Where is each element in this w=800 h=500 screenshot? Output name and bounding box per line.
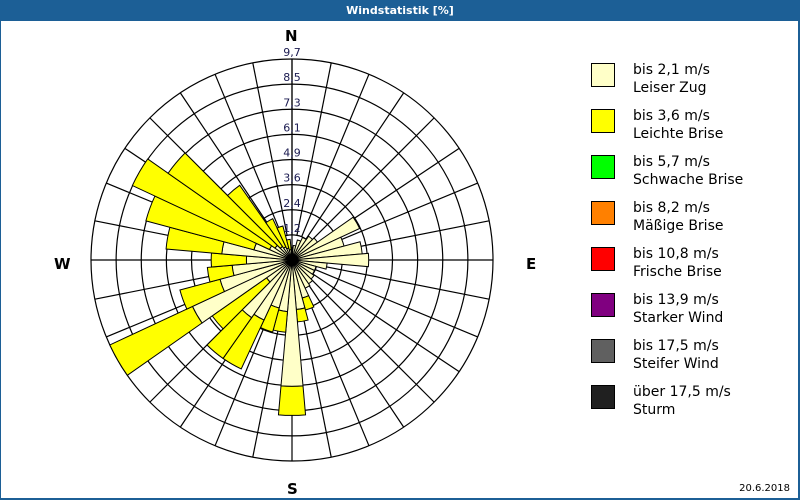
compass-west-label: W bbox=[54, 255, 71, 273]
svg-text:7,3: 7,3 bbox=[283, 96, 301, 109]
legend-name: Starker Wind bbox=[633, 310, 724, 326]
legend-name: Mäßige Brise bbox=[633, 218, 724, 234]
chart-panel: 1,2 2,4 3,6 4,9 6,1 7,3 8,5 9,7 N E S W bis 2,1… bbox=[1, 21, 798, 498]
svg-text:1,2: 1,2 bbox=[283, 222, 301, 235]
legend-name: Schwache Brise bbox=[633, 172, 744, 188]
legend-name: Leiser Zug bbox=[633, 80, 707, 96]
legend-range: bis 17,5 m/s bbox=[633, 338, 719, 354]
legend-name: Sturm bbox=[633, 402, 676, 418]
legend-swatch bbox=[591, 109, 615, 133]
legend-range: bis 5,7 m/s bbox=[633, 154, 710, 170]
legend-range: über 17,5 m/s bbox=[633, 384, 731, 400]
legend-range: bis 2,1 m/s bbox=[633, 62, 710, 78]
legend-name: Frische Brise bbox=[633, 264, 722, 280]
wind-rose-chart: 1,2 2,4 3,6 4,9 6,1 7,3 8,5 9,7 bbox=[90, 46, 494, 462]
legend-swatch bbox=[591, 247, 615, 271]
legend-swatch bbox=[591, 155, 615, 179]
legend-swatch bbox=[591, 293, 615, 317]
date-label: 20.6.2018 bbox=[739, 483, 790, 494]
legend-name: Leichte Brise bbox=[633, 126, 724, 142]
legend-swatch bbox=[591, 339, 615, 363]
legend-swatch bbox=[591, 63, 615, 87]
svg-text:8,5: 8,5 bbox=[283, 71, 301, 84]
legend-range: bis 10,8 m/s bbox=[633, 246, 719, 262]
svg-text:4,9: 4,9 bbox=[283, 147, 301, 160]
compass-east-label: E bbox=[526, 255, 537, 273]
window-title: Windstatistik [%] bbox=[0, 0, 800, 21]
legend-range: bis 3,6 m/s bbox=[633, 108, 710, 124]
legend-name: Steifer Wind bbox=[633, 356, 719, 372]
legend-swatch bbox=[591, 385, 615, 409]
legend-swatch bbox=[591, 201, 615, 225]
svg-text:2,4: 2,4 bbox=[283, 197, 301, 210]
svg-text:9,7: 9,7 bbox=[283, 46, 301, 59]
legend-range: bis 8,2 m/s bbox=[633, 200, 710, 216]
compass-north-label: N bbox=[285, 27, 298, 45]
svg-text:6,1: 6,1 bbox=[283, 121, 301, 134]
svg-text:3,6: 3,6 bbox=[283, 172, 301, 185]
legend-range: bis 13,9 m/s bbox=[633, 292, 719, 308]
compass-south-label: S bbox=[287, 480, 298, 498]
